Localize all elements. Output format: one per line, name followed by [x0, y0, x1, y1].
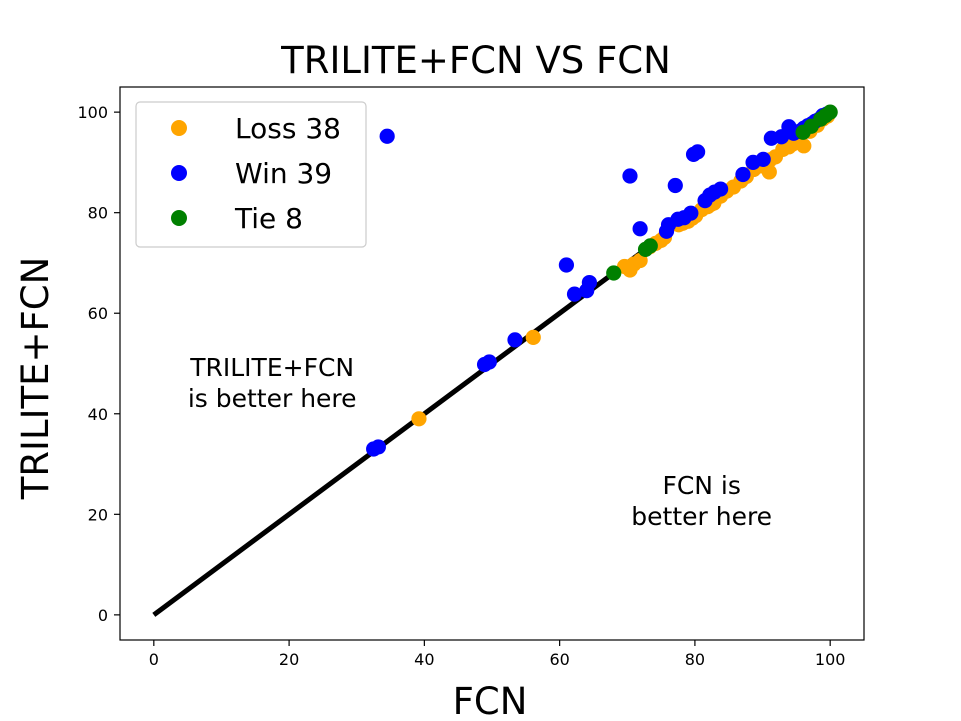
plot-area — [119, 86, 865, 641]
x-axis-label: FCN — [453, 680, 528, 721]
data-point — [525, 329, 541, 345]
legend-box — [135, 101, 367, 248]
annotation-1: FCN is better here — [631, 471, 772, 531]
chart-title: TRILITE+FCN VS FCN — [280, 39, 671, 82]
data-point — [379, 128, 395, 144]
annotation-line: FCN is — [662, 471, 740, 500]
x-axis: 0 20 40 60 80 100 — [149, 640, 846, 669]
legend-label: Loss 38 — [235, 112, 341, 145]
data-point — [566, 286, 583, 302]
data-point — [411, 411, 427, 427]
data-point — [481, 354, 497, 370]
x-tick-label: 20 — [279, 650, 299, 669]
legend: Loss 38 Win 39 Tie 8 — [135, 101, 367, 248]
y-tick-label: 40 — [88, 405, 108, 424]
y-axis-label: TRILITE+FCN — [14, 257, 57, 501]
data-point — [683, 205, 699, 221]
data-point — [761, 164, 777, 180]
legend-label: Tie 8 — [234, 202, 303, 235]
legend-marker — [171, 210, 187, 226]
data-point — [642, 238, 658, 254]
x-tick-label: 40 — [414, 650, 434, 669]
data-point — [507, 332, 523, 348]
data-point — [606, 265, 622, 281]
data-point — [581, 274, 597, 291]
data-point — [558, 257, 575, 273]
data-point — [667, 177, 683, 194]
y-axis: 0 20 40 60 80 100 — [77, 103, 120, 625]
y-tick-label: 60 — [88, 304, 108, 323]
data-point — [370, 439, 386, 455]
legend-label: Win 39 — [235, 157, 332, 190]
data-point — [755, 151, 771, 167]
x-tick-label: 60 — [549, 650, 569, 669]
series-2 — [606, 104, 838, 281]
annotation-line: better here — [631, 502, 772, 531]
y-tick-label: 20 — [88, 505, 108, 524]
annotations-layer: TRILITE+FCN is better here FCN is better he… — [188, 353, 772, 531]
data-point — [622, 168, 638, 184]
data-point — [796, 138, 812, 154]
x-tick-label: 100 — [815, 650, 846, 669]
legend-items: Loss 38 Win 39 Tie 8 — [171, 112, 341, 235]
annotation-line: TRILITE+FCN — [189, 353, 354, 382]
x-tick-label: 0 — [149, 650, 159, 669]
x-tick-label: 80 — [685, 650, 705, 669]
data-point — [632, 221, 648, 237]
y-tick-label: 80 — [88, 204, 108, 223]
annotation-0: TRILITE+FCN is better here — [188, 353, 357, 413]
y-tick-label: 100 — [77, 103, 108, 122]
data-point — [822, 104, 838, 120]
annotation-line: is better here — [188, 384, 357, 413]
legend-marker — [171, 120, 187, 136]
data-point — [735, 166, 751, 183]
y-tick-label: 0 — [98, 606, 108, 625]
data-point — [690, 144, 706, 160]
data-point — [713, 181, 729, 197]
axes-frame — [119, 86, 865, 641]
points-layer — [366, 104, 838, 457]
legend-marker — [171, 165, 187, 181]
